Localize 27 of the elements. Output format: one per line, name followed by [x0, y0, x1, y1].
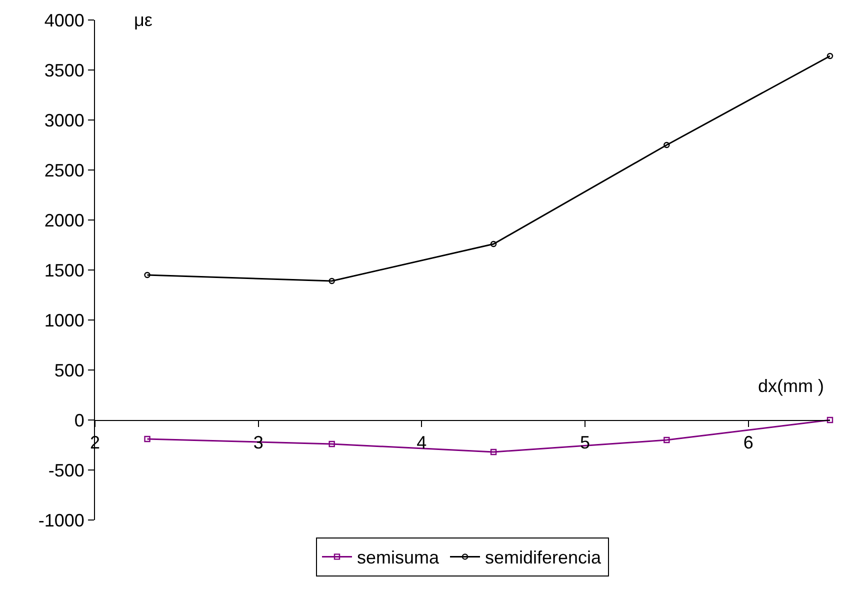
y-tick-label: 500: [54, 360, 84, 380]
y-tick-label: 2000: [44, 210, 84, 230]
y-tick-label: 1500: [44, 260, 84, 280]
y-tick-label: 0: [74, 410, 84, 430]
x-tick-label: 6: [743, 432, 754, 453]
y-tick-label: 2500: [44, 160, 84, 180]
point: [328, 278, 335, 284]
y-tick-label: 4000: [44, 10, 84, 30]
point: [490, 240, 497, 248]
y-tick-label: 1000: [44, 310, 84, 330]
legend-label: semisuma: [357, 548, 440, 568]
point: [144, 436, 150, 442]
point: [664, 436, 670, 444]
y-tick-label: -1000: [38, 510, 84, 530]
point: [826, 52, 834, 60]
y-axis-title: με: [134, 10, 152, 30]
point: [826, 416, 834, 424]
y-tick-label: 3500: [44, 60, 84, 80]
x-axis-title: dx(mm ): [758, 376, 824, 396]
legend-label: semidiferencia: [485, 548, 602, 568]
y-tick-label: 3000: [44, 110, 84, 130]
point: [328, 440, 335, 448]
point: [144, 272, 150, 278]
x-tick-label: 4: [416, 432, 427, 453]
point: [664, 142, 670, 148]
point: [490, 448, 497, 456]
y-tick-label: -500: [48, 460, 84, 480]
